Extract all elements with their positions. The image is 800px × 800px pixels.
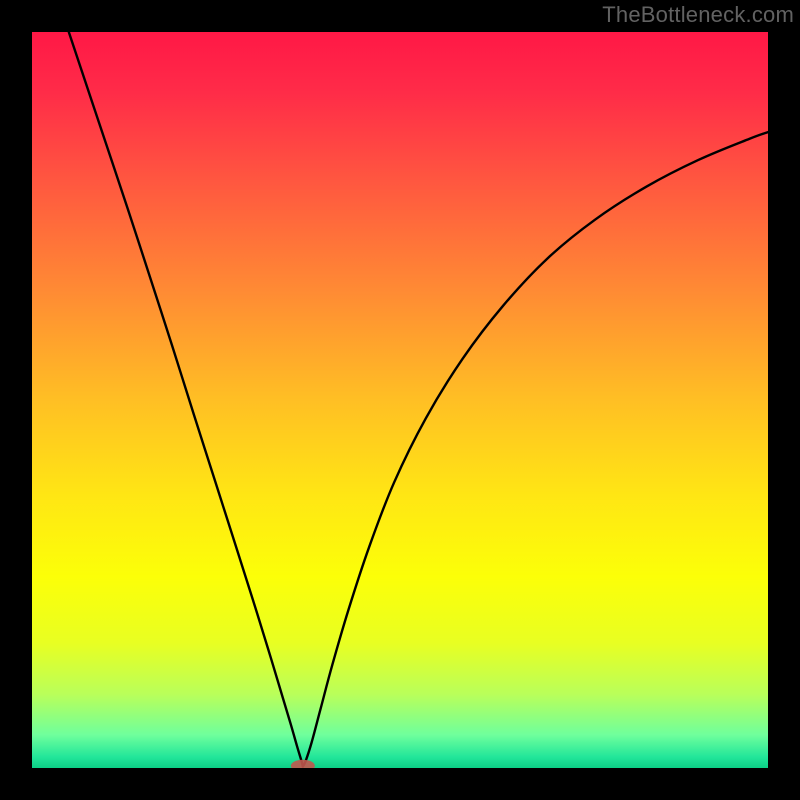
watermark-text: TheBottleneck.com: [602, 2, 794, 28]
plot-area: [32, 32, 768, 768]
chart-frame: TheBottleneck.com: [0, 0, 800, 800]
plot-svg: [32, 32, 768, 768]
gradient-background: [32, 32, 768, 768]
